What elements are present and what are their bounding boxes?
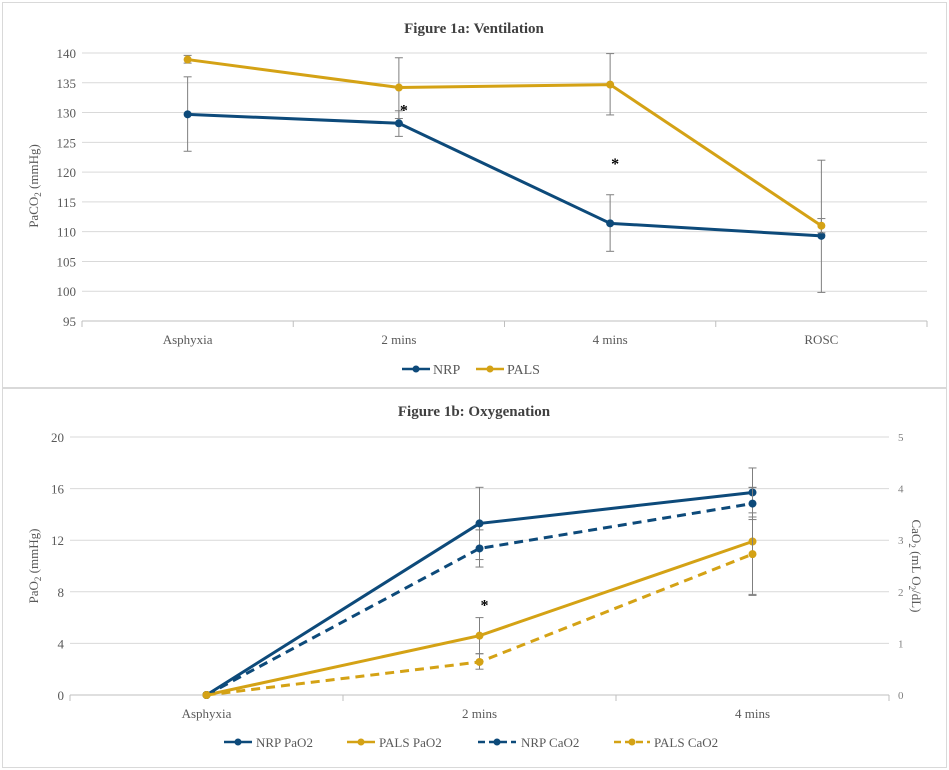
chart-1b-pals-cao2-point (202, 691, 211, 699)
chart-1a-pals-point (817, 221, 826, 230)
chart-1b-ytick-label: 4 (58, 636, 65, 651)
chart-1a-plot: 95 100 105 110 115 120 125 130 135 140 Asphyxia 2 m… (57, 46, 928, 347)
chart-1b-nrp-cao2-point (748, 499, 757, 508)
chart-1a-xtick-label: Asphyxia (163, 332, 213, 347)
chart-1a-nrp-line (187, 112, 822, 238)
legend-pals-pao2-label: PALS PaO2 (379, 735, 442, 750)
chart-1a-ytick-label: 125 (57, 135, 77, 150)
chart-1a-significance-marker: * (611, 156, 619, 173)
chart-1a-ytick-label: 100 (57, 284, 77, 299)
panel-1b-border (2, 388, 947, 768)
chart-1b-ytick-label: 0 (58, 688, 65, 703)
chart-1a-ylabel-sub: 2 (33, 192, 43, 197)
chart-1b-ylabel-base: PaO (26, 581, 41, 603)
legend-pals-cao2-label: PALS CaO2 (654, 735, 718, 750)
legend-pals-label: PALS (507, 363, 540, 378)
chart-1a-xtick-label: 4 mins (593, 332, 628, 347)
legend-pals-pao2-marker (357, 738, 365, 746)
chart-1a-ytick-label: 110 (57, 225, 76, 240)
chart-1a-nrp-point (394, 119, 403, 128)
chart-1b-y2tick-label: 3 (898, 535, 904, 547)
chart-1b-ytick-label: 20 (51, 430, 64, 445)
chart-1b-xtick-label: 4 mins (735, 706, 770, 721)
legend-pals-marker (486, 365, 494, 373)
chart-1b-significance-marker: * (481, 598, 489, 615)
chart-1b-legend: NRP PaO2 PALS PaO2 NRP CaO2 PALS CaO2 (224, 735, 718, 750)
chart-1b-title: Figure 1b: Oxygenation (398, 404, 551, 420)
chart-1a-xtick-label: 2 mins (381, 332, 416, 347)
chart-1a-pals-point (394, 83, 403, 92)
legend-nrp-pao2-label: NRP PaO2 (256, 735, 313, 750)
chart-1b-pals-pao2-point (475, 631, 484, 640)
chart-1b-ytick-label: 8 (58, 585, 65, 600)
chart-1a-ytick-label: 120 (57, 165, 77, 180)
legend-pals-cao2-marker (628, 738, 636, 746)
chart-1b-y2tick-label: 2 (898, 587, 904, 599)
chart-1a-ytick-label: 135 (57, 76, 77, 91)
chart-1a-ytick-label: 140 (57, 46, 77, 61)
chart-1a-nrp-point (817, 231, 826, 240)
chart-1b-xtick-label: Asphyxia (182, 706, 232, 721)
chart-1a-ylabel-base: PaCO (26, 197, 41, 228)
chart-1a-title: Figure 1a: Ventilation (404, 21, 544, 37)
chart-1b-nrp-cao2-point (475, 544, 484, 553)
chart-1b-y2label: CaO2 (mL O2/dL) (907, 519, 924, 612)
chart-1a-pals-point (183, 55, 192, 64)
chart-1b-y2tick-label: 5 (898, 432, 904, 444)
chart-1b-ylabel: PaO2 (mmHg) (26, 529, 43, 604)
chart-1b-pals-cao2-point (475, 657, 484, 666)
legend-nrp-marker (412, 365, 420, 373)
panel-1a-border (2, 2, 947, 388)
chart-1b-y2tick-label: 0 (898, 690, 904, 702)
chart-1b-ylabel-tail: (mmHg) (26, 529, 41, 577)
chart-1a-pals-point (606, 80, 615, 89)
chart-1b-y2label-b: (mL O (909, 548, 924, 586)
chart-1b-y2label-c: /dL) (909, 590, 924, 612)
chart-1a-xtick-label: ROSC (804, 332, 838, 347)
chart-1a-ytick-label: 130 (57, 106, 77, 121)
chart-1a-legend: NRP PALS (402, 363, 540, 378)
chart-1b-xtick-label: 2 mins (462, 706, 497, 721)
chart-1a-nrp-point (606, 219, 615, 228)
chart-1b-pals-cao2-point (748, 550, 757, 559)
chart-1a-ytick-label: 105 (57, 254, 77, 269)
chart-1a-ylabel-tail: (mmHg) (26, 144, 41, 192)
chart-1b-y2label-sub1: 2 (907, 543, 917, 548)
chart-1b-ylabel-sub: 2 (33, 577, 43, 582)
chart-1a-nrp-point (183, 110, 192, 119)
chart-1a-pals-line (187, 58, 823, 227)
chart-1b-y2label-a: CaO (909, 519, 924, 543)
chart-1a-ylabel: PaCO2 (mmHg) (26, 144, 43, 228)
chart-1b-y2tick-label: 4 (898, 484, 904, 496)
chart-1a-ytick-label: 95 (63, 314, 76, 329)
legend-nrp-label: NRP (433, 363, 460, 378)
chart-1b-y2tick-label: 1 (898, 638, 904, 650)
chart-1b-nrp-pao2-point (475, 519, 484, 528)
chart-1a-ytick-label: 115 (57, 195, 76, 210)
chart-1b-ytick-label: 16 (51, 482, 65, 497)
chart-1b-ytick-label: 12 (51, 533, 64, 548)
legend-nrp-cao2-marker (493, 738, 501, 746)
legend-nrp-cao2-label: NRP CaO2 (521, 735, 579, 750)
chart-1a-significance-marker: * (400, 103, 408, 120)
legend-nrp-pao2-marker (234, 738, 242, 746)
chart-1b-y2label-sub2: 2 (907, 586, 917, 591)
